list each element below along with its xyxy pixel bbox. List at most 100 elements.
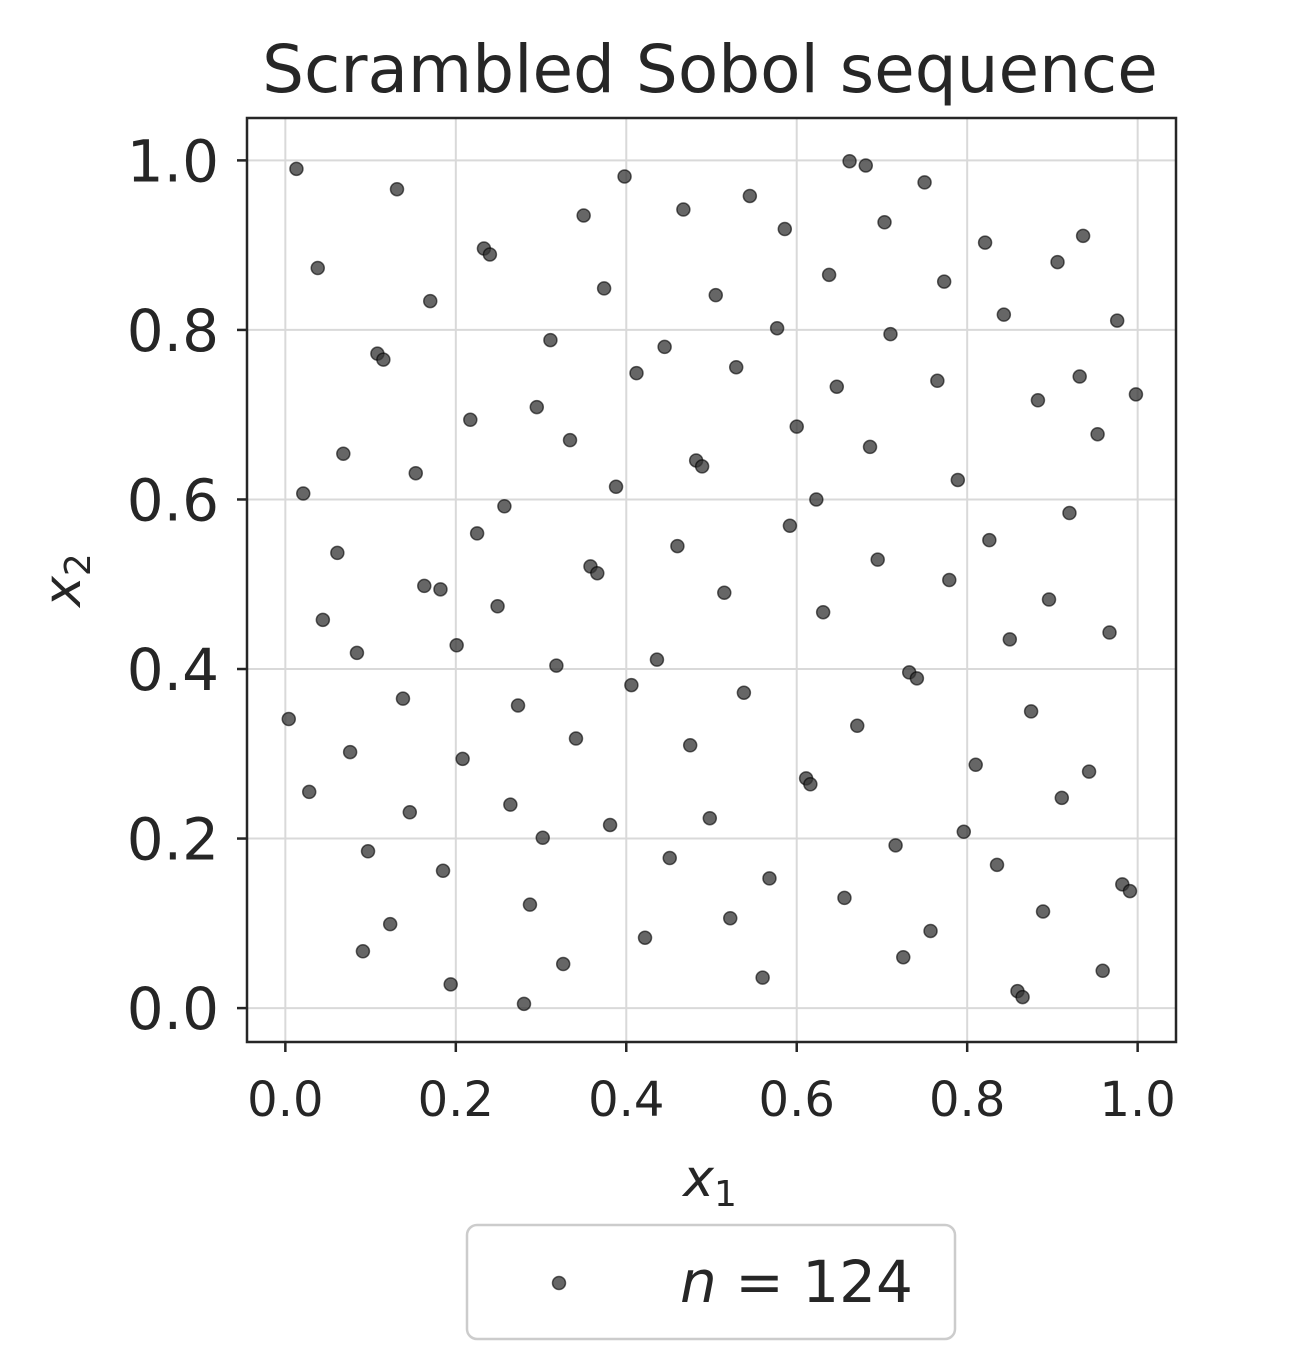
data-point (849, 718, 865, 734)
data-point (455, 751, 470, 767)
x-tick-label: 0.4 (588, 1072, 664, 1128)
data-point (1023, 704, 1039, 719)
data-point (1090, 426, 1105, 442)
data-point (789, 419, 804, 434)
x-tick-label: 0.2 (418, 1072, 494, 1128)
data-point (289, 161, 304, 177)
data-point (1030, 393, 1046, 408)
data-point (742, 188, 758, 204)
data-point (360, 844, 376, 859)
data-point (382, 916, 398, 932)
data-point (469, 526, 485, 541)
data-point (858, 158, 874, 173)
legend-marker (551, 1275, 567, 1291)
data-point (837, 890, 852, 906)
data-point (803, 777, 818, 792)
data-point (877, 215, 892, 230)
data-point (1062, 505, 1077, 521)
y-axis-label-base: x (33, 575, 93, 609)
y-axis-label-sub: 2 (58, 553, 99, 576)
y-tick-label: 0.8 (127, 297, 219, 365)
data-point (510, 698, 526, 713)
data-point (694, 459, 710, 474)
data-point (662, 850, 677, 866)
grid-lines (247, 118, 1176, 1042)
data-point (529, 399, 545, 415)
data-point (1095, 963, 1110, 979)
data-point (433, 582, 448, 597)
data-point (408, 465, 424, 481)
data-point (870, 552, 885, 567)
data-point (769, 320, 785, 336)
data-point (449, 638, 464, 653)
data-point (1015, 989, 1030, 1005)
data-point (755, 970, 770, 985)
data-point (310, 260, 325, 276)
data-point (1041, 592, 1057, 607)
data-point (549, 658, 564, 673)
y-tick-label: 0.6 (127, 466, 219, 534)
x-tick-label: 1.0 (1099, 1072, 1175, 1128)
data-point (676, 202, 691, 217)
data-point (782, 518, 798, 533)
data-point (281, 711, 297, 727)
data-point (576, 208, 591, 223)
data-point (977, 235, 993, 250)
x-ticks: 0.0 0.2 0.4 0.6 0.8 1.0 (247, 1042, 1176, 1128)
data-point (389, 181, 405, 197)
legend-label: n = 124 (680, 1248, 913, 1316)
data-point (296, 486, 311, 501)
data-point (909, 671, 925, 686)
y-tick-label: 0.2 (127, 806, 219, 874)
y-tick-label: 0.0 (127, 975, 219, 1043)
y-axis-label: x2 (33, 553, 99, 609)
data-point (490, 599, 505, 614)
data-point (777, 221, 793, 237)
y-ticks: 0.0 0.2 0.4 0.6 0.8 1.0 (127, 127, 247, 1043)
data-point (989, 857, 1005, 873)
data-point (637, 930, 653, 945)
data-point (815, 604, 831, 620)
data-point (568, 731, 584, 746)
data-point (708, 287, 724, 303)
data-point (555, 956, 571, 972)
data-point (535, 830, 550, 845)
data-point (596, 281, 612, 296)
data-point (809, 492, 824, 507)
data-point (330, 545, 345, 561)
data-point (1035, 904, 1051, 919)
data-point (702, 810, 718, 826)
data-points (281, 153, 1144, 1012)
data-point (923, 923, 938, 939)
legend-label-eq: = 124 (717, 1248, 913, 1316)
data-point (395, 691, 411, 706)
data-point (497, 498, 512, 514)
data-point (1072, 369, 1087, 384)
x-axis-label-sub: 1 (714, 1174, 737, 1215)
data-point (762, 871, 777, 886)
legend-box (465, 1223, 957, 1341)
data-point (1109, 313, 1125, 328)
data-point (336, 446, 351, 461)
data-point (349, 645, 365, 661)
data-point (543, 332, 558, 348)
y-tick-label: 0.4 (127, 636, 219, 704)
data-point (315, 612, 331, 628)
data-point (1002, 632, 1018, 647)
data-point (503, 797, 518, 812)
data-point (617, 169, 632, 184)
legend: n = 124 (465, 1223, 957, 1341)
data-point (888, 838, 903, 853)
data-point (728, 359, 744, 375)
data-point (402, 805, 418, 820)
data-point (624, 677, 639, 693)
y-tick-label: 1.0 (127, 127, 219, 195)
data-point (883, 326, 898, 342)
chart-title: Scrambled Sobol sequence (262, 31, 1158, 108)
data-point (917, 175, 932, 190)
data-point (522, 897, 538, 912)
data-point (590, 565, 605, 581)
data-point (301, 784, 317, 800)
x-tick-label: 0.6 (759, 1072, 835, 1128)
data-point (1128, 387, 1144, 402)
